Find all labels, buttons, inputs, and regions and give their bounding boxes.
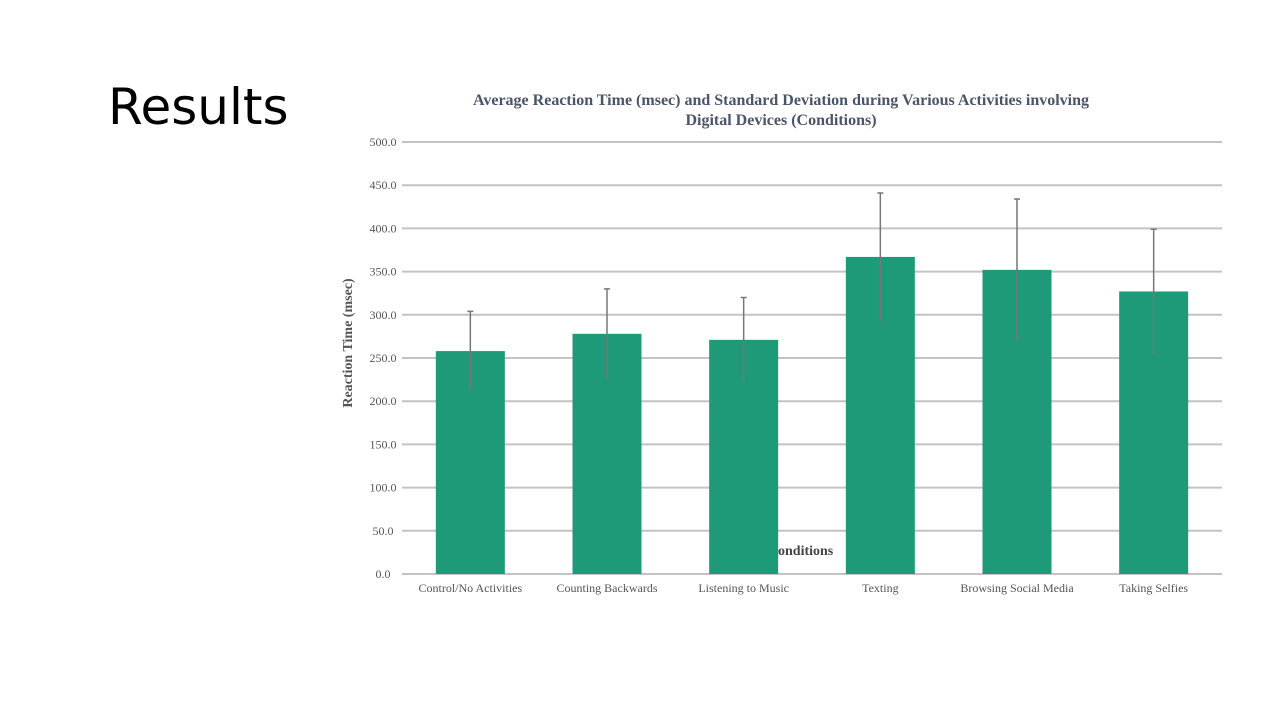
y-tick-label: 150.0: [370, 437, 397, 451]
y-tick-label: 500.0: [370, 135, 397, 149]
y-tick-label: 200.0: [370, 394, 397, 408]
y-axis-label: Reaction Time (msec): [341, 278, 356, 408]
error-bar-5: [1150, 228, 1157, 354]
x-tick-label: Control/No Activities: [418, 581, 522, 595]
y-tick-label: 250.0: [370, 351, 397, 365]
y-tick-label: 50.0: [373, 524, 394, 538]
error-bar-2: [740, 296, 747, 383]
y-tick-label: 100.0: [370, 481, 397, 495]
error-bar-0: [467, 310, 474, 391]
x-tick-label: Counting Backwards: [557, 581, 658, 595]
x-axis-label: onditions: [778, 544, 834, 559]
y-tick-label: 400.0: [370, 221, 397, 235]
y-tick-label: 350.0: [370, 265, 397, 279]
chart-title-line-2: Digital Devices (Conditions): [685, 112, 876, 129]
y-tick-label: 0.0: [376, 567, 391, 581]
error-bar-4: [1014, 198, 1020, 341]
error-bar-1: [604, 288, 610, 379]
y-tick-label: 300.0: [370, 308, 397, 322]
x-tick-label: Texting: [862, 581, 899, 595]
error-bar-3: [877, 192, 884, 321]
y-tick-label: 450.0: [370, 178, 397, 192]
slide-title: Results: [108, 78, 289, 136]
x-tick-label: Listening to Music: [698, 581, 789, 595]
chart-title-line-1: Average Reaction Time (msec) and Standar…: [473, 92, 1089, 109]
x-tick-label: Taking Selfies: [1119, 581, 1188, 595]
x-tick-label: Browsing Social Media: [960, 581, 1074, 595]
